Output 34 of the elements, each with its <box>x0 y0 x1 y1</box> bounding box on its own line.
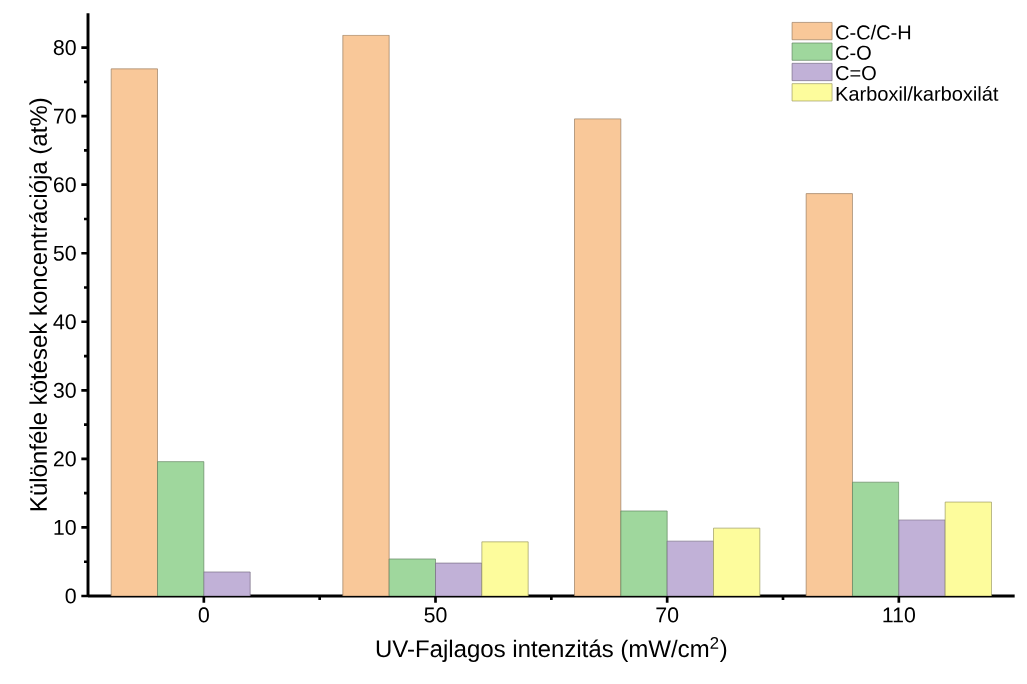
bar <box>110 68 158 596</box>
bar <box>852 481 900 596</box>
bar <box>481 541 529 596</box>
y-tick-label: 10 <box>54 519 76 535</box>
bar <box>620 510 668 596</box>
x-tick-label: 70 <box>656 607 679 623</box>
y-tick-label: 20 <box>53 451 76 467</box>
bar <box>435 562 483 596</box>
legend-label: C=O <box>836 65 876 81</box>
y-tick-label: 40 <box>53 314 76 330</box>
x-axis-title: UV-Fajlagos intenzitás (mW/cm$^{2}$) <box>376 636 727 663</box>
y-tick-label: 0 <box>65 588 76 604</box>
y-tick-label: 70 <box>53 108 76 124</box>
bar <box>342 34 390 596</box>
y-tick-label: 80 <box>53 40 76 56</box>
bar <box>203 571 251 596</box>
bar <box>898 519 946 596</box>
bar <box>666 540 714 596</box>
legend-label: Karboxil/karboxilát <box>836 85 999 101</box>
legend-label: C-O <box>836 45 871 60</box>
y-tick-label: 30 <box>53 382 76 398</box>
legend-label: C-C/C-H <box>836 24 911 40</box>
bar <box>157 461 205 596</box>
y-tick-label: 50 <box>53 245 76 261</box>
bar <box>388 558 436 596</box>
x-tick-label: 50 <box>424 607 447 623</box>
bar <box>713 527 761 596</box>
y-axis-title: Különféle kötések koncentrációja (at%) <box>29 98 52 511</box>
bar <box>944 501 992 596</box>
y-tick-label: 60 <box>53 177 76 193</box>
x-tick-label: 110 <box>883 607 915 623</box>
bar <box>805 193 853 596</box>
x-tick-label: 0 <box>198 607 209 623</box>
bar <box>574 118 622 596</box>
